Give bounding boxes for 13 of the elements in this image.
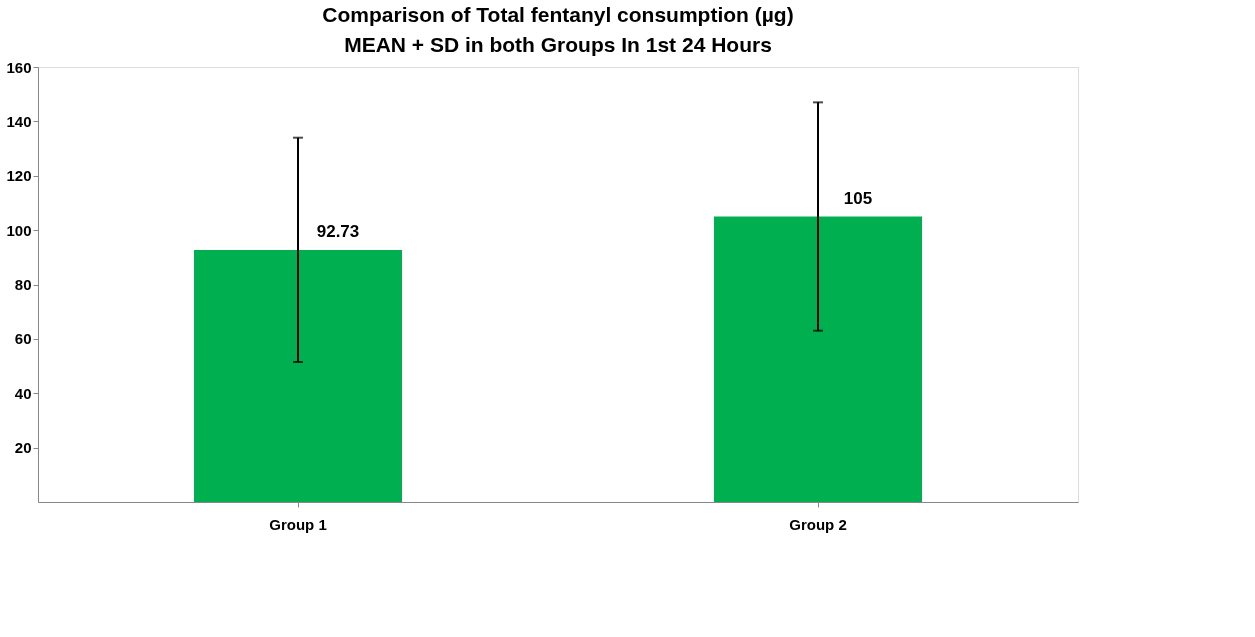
y-tick-label: 160 bbox=[6, 58, 32, 76]
data-label: 92.73 bbox=[316, 221, 360, 241]
y-tick-label: 100 bbox=[6, 221, 32, 239]
data-label: 105 bbox=[843, 188, 873, 208]
x-tick-label: Group 1 bbox=[269, 515, 327, 533]
y-tick-label: 120 bbox=[6, 167, 32, 185]
y-tick-label: 80 bbox=[14, 276, 32, 293]
y-tick-label: 140 bbox=[6, 112, 32, 130]
chart-title: Comparison of Total fentanyl consumption (µg) MEAN + SD in both Groups In 1st 24 Hours bbox=[322, 3, 794, 56]
x-tick-label: Group 2 bbox=[789, 515, 847, 533]
y-tick-label: 60 bbox=[14, 330, 32, 348]
y-tick-label: 40 bbox=[14, 384, 32, 402]
y-tick-label: 20 bbox=[14, 439, 32, 457]
